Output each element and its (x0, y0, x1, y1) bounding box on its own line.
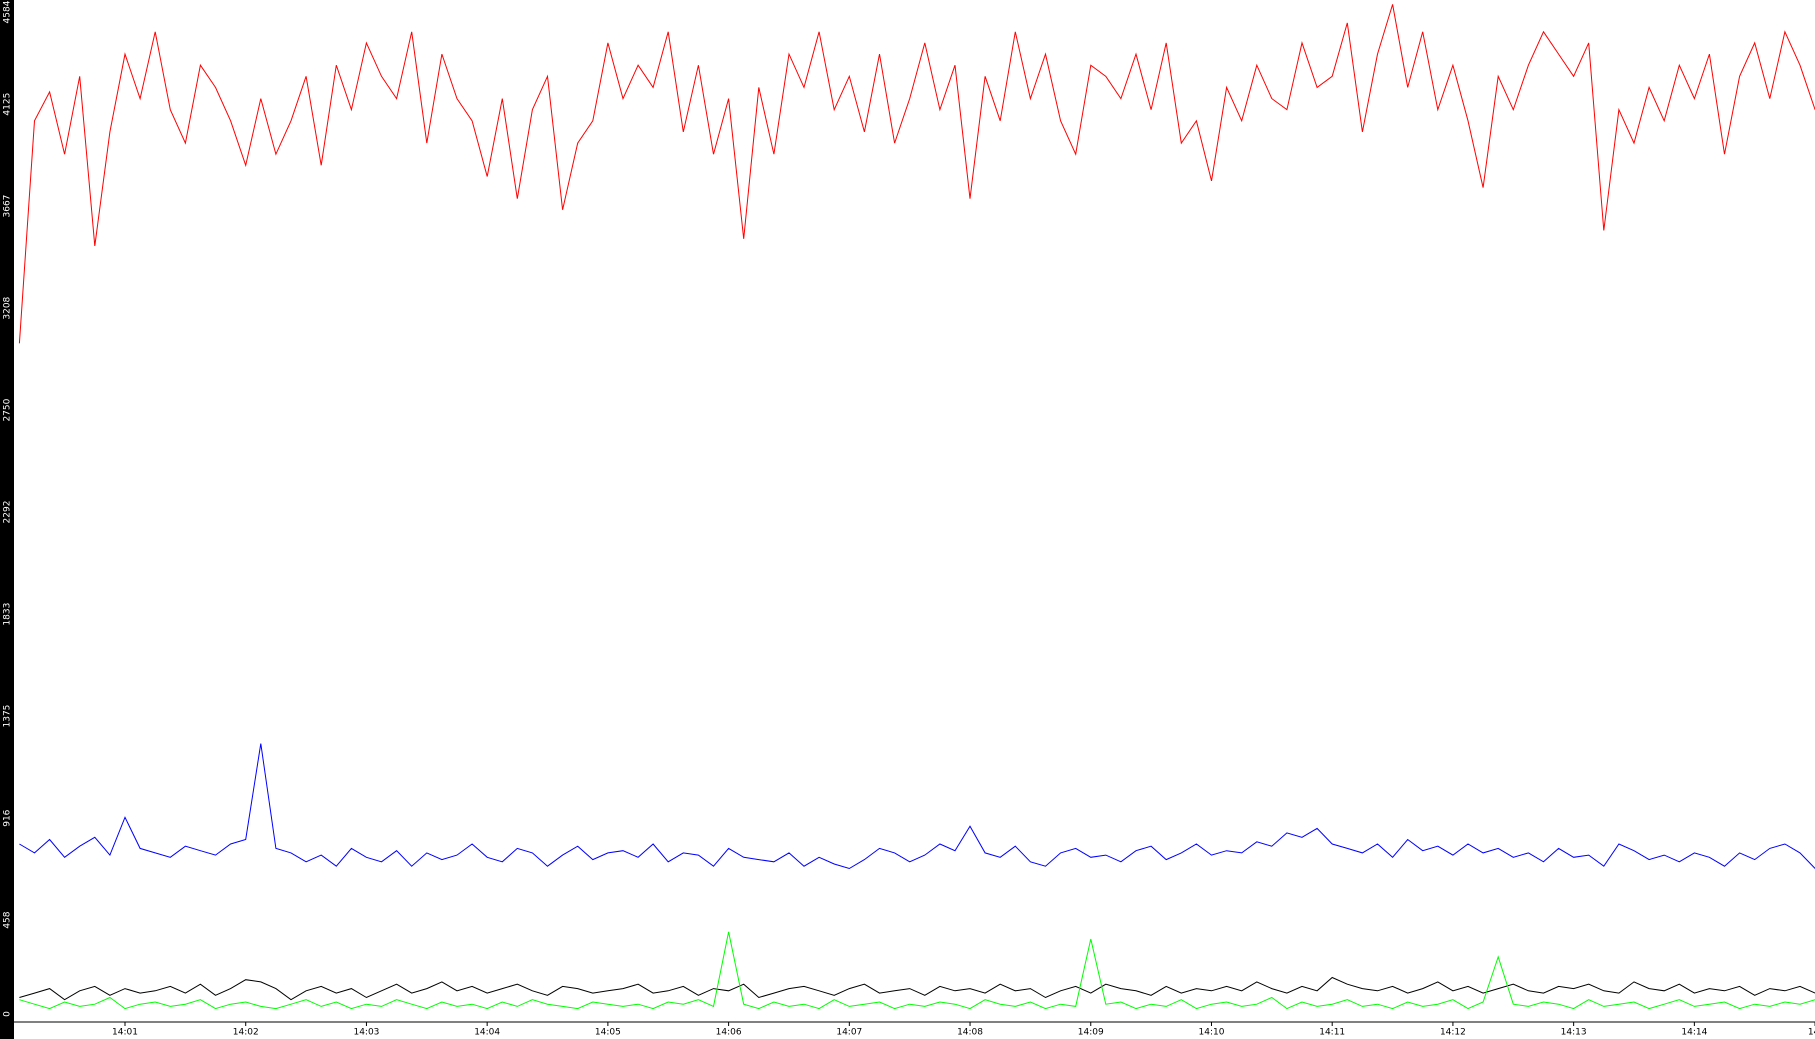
series-line (19, 931, 1815, 1010)
y-tick-label: 2750 (3, 398, 13, 421)
x-tick-label: 14:06 (716, 1028, 742, 1038)
y-tick-label: 916 (3, 809, 13, 826)
y-tick-label: 2292 (3, 501, 13, 524)
x-tick-label: 14:14 (1681, 1028, 1707, 1038)
x-tick-label: 14:10 (1199, 1028, 1225, 1038)
x-tick-label: 14:03 (353, 1028, 379, 1038)
y-tick-label: 0 (3, 1011, 13, 1017)
y-axis-band (0, 0, 14, 1039)
x-tick-label: 14:12 (1440, 1028, 1466, 1038)
x-tick-label: 14:13 (1561, 1028, 1587, 1038)
y-tick-label: 1375 (3, 705, 13, 728)
x-tick-label: 14:02 (233, 1028, 259, 1038)
y-tick-label: 4125 (3, 93, 13, 116)
y-tick-label: 4584 (3, 0, 13, 23)
y-tick-label: 3667 (3, 195, 13, 218)
x-tick-label: 14:08 (957, 1028, 983, 1038)
x-tick-label: 14:01 (112, 1028, 138, 1038)
y-tick-label: 1833 (3, 603, 13, 626)
x-tick-label: 14: (1808, 1028, 1815, 1038)
x-tick-label: 14:04 (474, 1028, 500, 1038)
x-tick-label: 14:05 (595, 1028, 621, 1038)
y-tick-label: 3208 (3, 296, 13, 319)
series-line (19, 976, 1815, 1001)
x-tick-label: 14:09 (1078, 1028, 1104, 1038)
series-line (18, 4, 1815, 344)
x-tick-label: 14:11 (1319, 1028, 1345, 1038)
x-tick-label: 14:07 (836, 1028, 862, 1038)
y-tick-label: 458 (3, 911, 13, 928)
series-line (19, 743, 1815, 870)
